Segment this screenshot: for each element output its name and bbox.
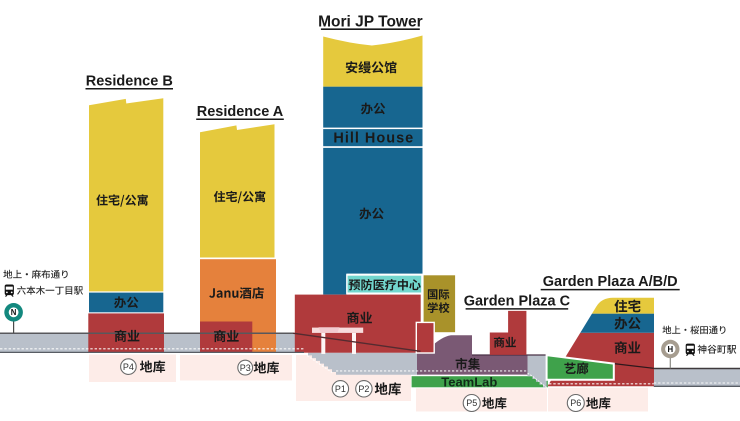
svg-text:TeamLab: TeamLab bbox=[441, 375, 497, 390]
svg-text:P6: P6 bbox=[570, 398, 581, 408]
svg-text:N: N bbox=[11, 308, 17, 317]
svg-text:Hill House: Hill House bbox=[333, 131, 414, 147]
svg-text:Garden Plaza A/B/D: Garden Plaza A/B/D bbox=[543, 274, 678, 290]
svg-text:P5: P5 bbox=[466, 398, 477, 408]
svg-text:Residence B: Residence B bbox=[86, 73, 173, 89]
svg-text:Residence A: Residence A bbox=[197, 104, 284, 120]
svg-text:H: H bbox=[667, 345, 673, 354]
svg-text:P1: P1 bbox=[335, 384, 346, 394]
svg-text:P2: P2 bbox=[358, 384, 369, 394]
svg-text:Garden Plaza C: Garden Plaza C bbox=[464, 293, 571, 309]
svg-text:P3: P3 bbox=[240, 363, 251, 373]
svg-text:P4: P4 bbox=[123, 362, 134, 372]
svg-text:Mori JP Tower: Mori JP Tower bbox=[318, 13, 423, 30]
